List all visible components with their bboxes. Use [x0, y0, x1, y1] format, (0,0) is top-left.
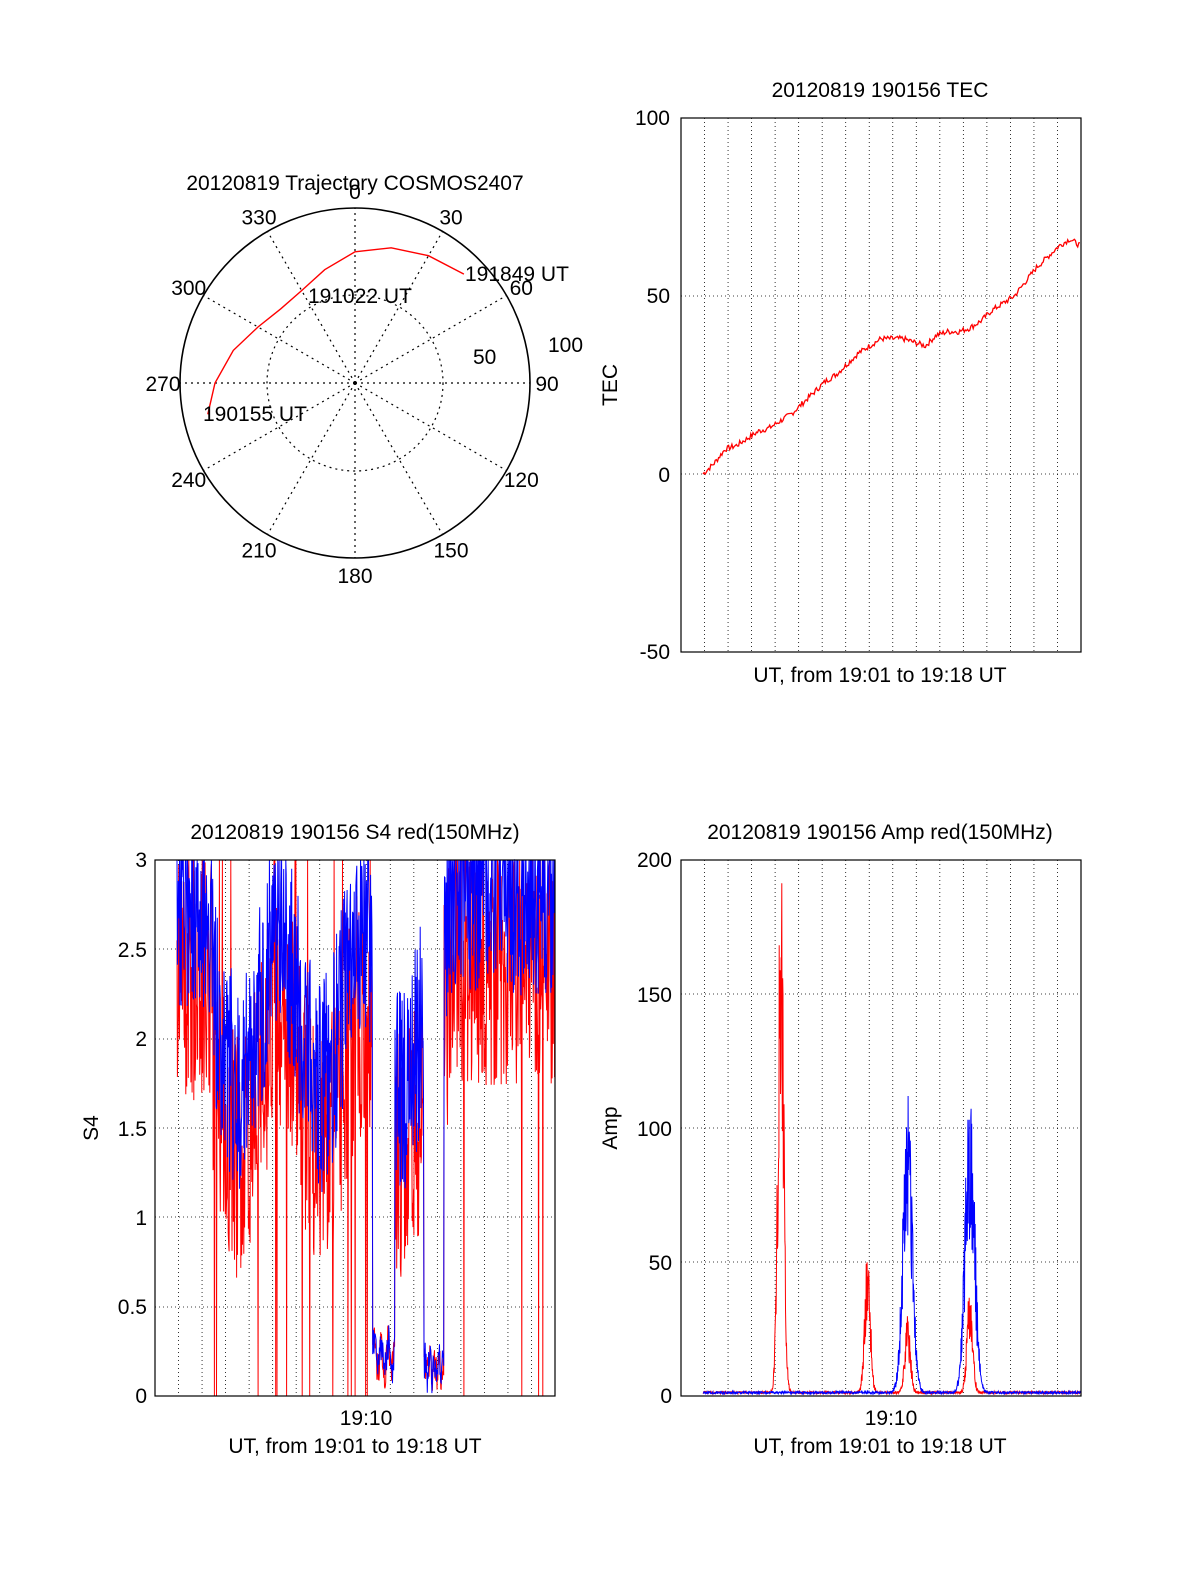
s4-ytick-label: 0.5 — [118, 1296, 147, 1319]
amp-ytick-label: 50 — [649, 1252, 672, 1275]
polar-angle-label: 60 — [510, 277, 533, 300]
polar-angle-label: 240 — [171, 469, 206, 492]
trajectory-end-label: 191849 UT — [465, 263, 569, 286]
polar-trajectory-chart: 20120819 Trajectory COSMOS2407 0 30 60 90 12… — [145, 172, 583, 588]
polar-angle-label: 300 — [171, 277, 206, 300]
tec-plot-frame — [680, 117, 1082, 653]
s4-xtick-label: 19:10 — [340, 1407, 393, 1430]
amp-ytick-label: 0 — [660, 1385, 672, 1408]
tec-x-axis-label: UT, from 19:01 to 19:18 UT — [753, 664, 1006, 687]
amp-xtick-label: 19:10 — [865, 1407, 918, 1430]
polar-angle-label: 120 — [504, 469, 539, 492]
amp-blue-series — [702, 1095, 1082, 1396]
polar-spoke — [203, 294, 356, 384]
amp-ytick-label: 100 — [637, 1118, 672, 1141]
polar-angle-label: 180 — [337, 565, 372, 588]
polar-angle-label: 270 — [145, 373, 180, 396]
trajectory-line — [207, 247, 465, 415]
amp-grid — [681, 860, 1081, 1396]
polar-chart-title: 20120819 Trajectory COSMOS2407 — [186, 172, 523, 195]
s4-ytick-label: 0 — [135, 1385, 147, 1408]
tec-ytick-label: 100 — [635, 107, 670, 130]
polar-angle-label: 0 — [349, 181, 361, 204]
trajectory-mid-label: 191022 UT — [308, 285, 412, 308]
polar-angle-label: 150 — [433, 539, 468, 562]
s4-chart-title: 20120819 190156 S4 red(150MHz) — [190, 821, 519, 844]
polar-spokes — [180, 208, 530, 558]
polar-angle-labels: 0 30 60 90 120 150 180 210 240 270 300 330 — [145, 181, 558, 588]
s4-x-axis-label: UT, from 19:01 to 19:18 UT — [228, 1435, 481, 1458]
s4-y-axis-label: S4 — [80, 1115, 103, 1141]
polar-angle-label: 330 — [241, 207, 276, 230]
amp-y-axis-label: Amp — [599, 1106, 622, 1149]
s4-ytick-label: 3 — [135, 849, 147, 872]
trajectory-start-label: 190155 UT — [203, 403, 307, 426]
tec-series-line — [702, 238, 1081, 476]
tec-grid — [681, 118, 1081, 652]
polar-spoke — [354, 382, 444, 535]
s4-ytick-label: 2 — [135, 1028, 147, 1051]
polar-spoke — [266, 231, 356, 384]
s4-ytick-label: 2.5 — [118, 939, 147, 962]
polar-angle-label: 210 — [241, 539, 276, 562]
tec-ytick-label: -50 — [640, 641, 670, 664]
tec-ytick-label: 0 — [658, 464, 670, 487]
polar-spoke — [354, 294, 507, 384]
s4-ytick-label: 1 — [135, 1207, 147, 1230]
polar-angle-label: 30 — [439, 207, 462, 230]
amp-x-axis-label: UT, from 19:01 to 19:18 UT — [753, 1435, 1006, 1458]
polar-spoke — [354, 231, 444, 384]
amp-chart: 20120819 190156 Amp red(150MHz) 0 50 100… — [599, 821, 1082, 1458]
tec-chart: 20120819 190156 TEC -50 0 50 100 TEC UT,… — [599, 79, 1082, 687]
s4-chart: 20120819 190156 S4 red(150MHz) 0 0.5 1 1… — [80, 821, 556, 1458]
polar-inner-circle — [266, 294, 444, 472]
amp-ytick-label: 200 — [637, 849, 672, 872]
polar-spoke — [266, 382, 356, 535]
polar-spoke — [354, 382, 507, 472]
amp-ytick-label: 150 — [637, 984, 672, 1007]
polar-angle-label: 90 — [535, 373, 558, 396]
s4-plot-frame — [154, 859, 556, 1397]
tec-chart-title: 20120819 190156 TEC — [772, 79, 989, 102]
tec-y-axis-label: TEC — [599, 364, 622, 406]
polar-radial-label-50: 50 — [473, 346, 496, 369]
s4-ytick-label: 1.5 — [118, 1118, 147, 1141]
amp-chart-title: 20120819 190156 Amp red(150MHz) — [707, 821, 1053, 844]
amp-red-series — [702, 883, 1082, 1396]
amp-plot-frame — [680, 859, 1082, 1397]
polar-radial-label-100: 100 — [548, 334, 583, 357]
polar-spoke — [203, 382, 356, 472]
tec-ytick-label: 50 — [647, 285, 670, 308]
